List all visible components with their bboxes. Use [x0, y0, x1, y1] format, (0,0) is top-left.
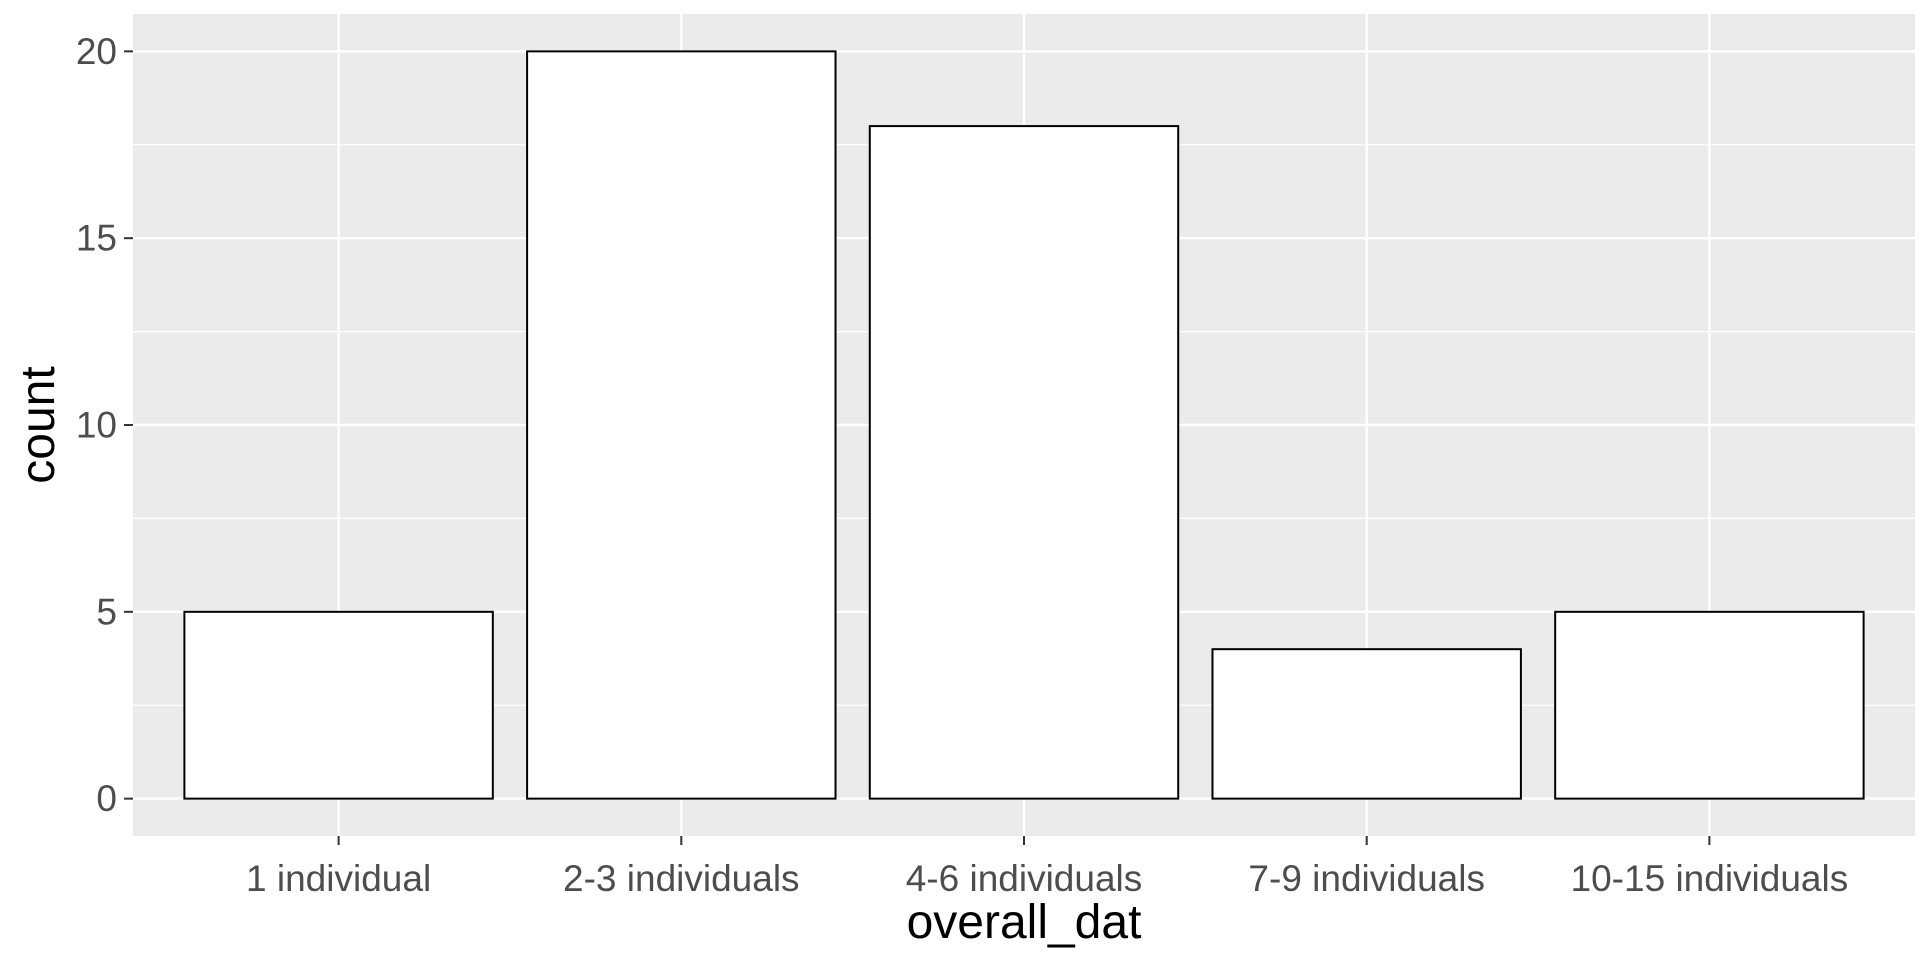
- y-tick-label: 15: [76, 218, 117, 259]
- y-axis-title: count: [12, 366, 65, 483]
- bar: [526, 50, 837, 800]
- x-tick-label: 1 individual: [246, 858, 431, 899]
- x-tick-label: 7-9 individuals: [1248, 858, 1485, 899]
- bar: [1554, 610, 1865, 800]
- bar: [1211, 648, 1522, 800]
- y-tick-label: 20: [76, 31, 117, 72]
- y-axis-ticks: 0 5 10 15 20: [76, 31, 133, 819]
- x-tick-label: 2-3 individuals: [563, 858, 800, 899]
- x-tick-label: 4-6 individuals: [906, 858, 1143, 899]
- y-tick-label: 10: [76, 405, 117, 446]
- y-tick-label: 0: [96, 778, 117, 819]
- x-axis-ticks: 1 individual 2-3 individuals 4-6 individua…: [246, 836, 1848, 899]
- bars: [183, 50, 1865, 800]
- x-tick-label: 10-15 individuals: [1571, 858, 1849, 899]
- bar: [183, 610, 494, 800]
- bar: [868, 125, 1180, 800]
- x-axis-title: overall_dat: [907, 896, 1142, 949]
- y-tick-label: 5: [96, 591, 117, 632]
